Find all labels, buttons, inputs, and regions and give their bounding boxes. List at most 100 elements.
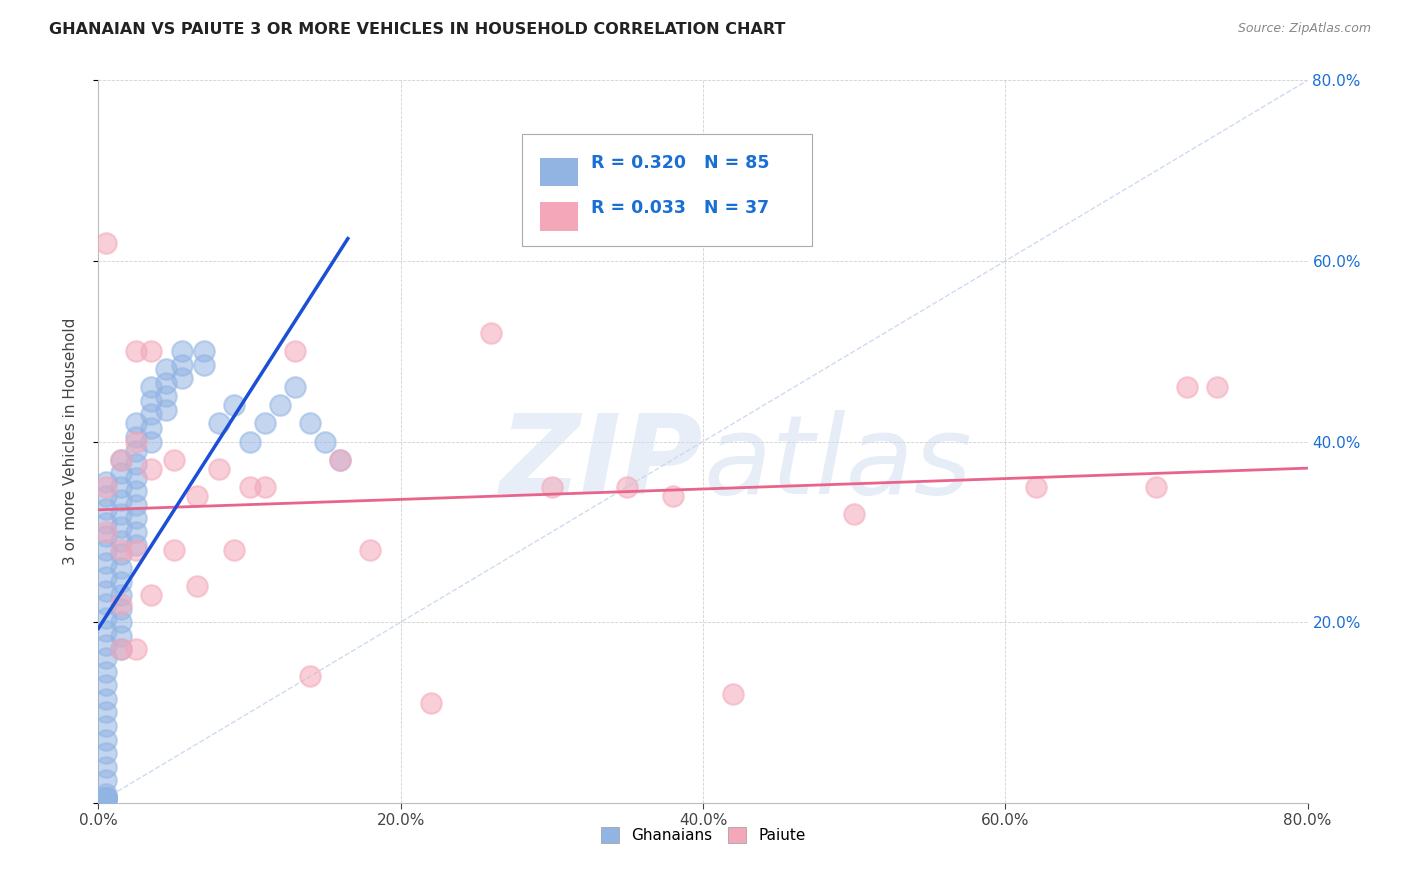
Point	[125, 457, 148, 471]
Text: R = 0.320   N = 85: R = 0.320 N = 85	[591, 154, 769, 172]
Point	[193, 344, 215, 359]
Point	[110, 548, 132, 562]
Point	[110, 452, 132, 467]
Point	[269, 398, 291, 412]
Point	[110, 629, 132, 643]
Point	[155, 389, 177, 403]
Point	[94, 692, 117, 706]
Point	[94, 791, 117, 805]
Point	[110, 542, 132, 557]
Point	[1175, 380, 1198, 394]
Text: atlas: atlas	[703, 409, 972, 516]
Point	[110, 615, 132, 630]
Point	[94, 791, 117, 805]
Point	[141, 421, 163, 435]
Point	[94, 791, 117, 805]
Point	[208, 417, 231, 431]
Point	[94, 791, 117, 805]
Point	[94, 597, 117, 611]
Point	[224, 398, 246, 412]
Point	[170, 344, 193, 359]
Point	[329, 452, 352, 467]
Point	[170, 371, 193, 385]
Point	[253, 417, 276, 431]
Point	[723, 687, 745, 701]
Point	[163, 542, 186, 557]
Point	[110, 588, 132, 602]
Point	[94, 570, 117, 584]
Point	[284, 380, 307, 394]
Point	[94, 475, 117, 490]
Point	[329, 452, 352, 467]
Point	[94, 665, 117, 679]
Point	[110, 520, 132, 534]
Point	[141, 380, 163, 394]
Point	[186, 579, 208, 593]
Point	[420, 697, 443, 711]
Point	[224, 542, 246, 557]
Point	[94, 624, 117, 639]
Point	[94, 787, 117, 801]
Point	[94, 638, 117, 652]
Point	[481, 326, 503, 340]
Point	[125, 511, 148, 525]
FancyBboxPatch shape	[540, 202, 578, 231]
Point	[94, 719, 117, 733]
Text: GHANAIAN VS PAIUTE 3 OR MORE VEHICLES IN HOUSEHOLD CORRELATION CHART: GHANAIAN VS PAIUTE 3 OR MORE VEHICLES IN…	[49, 22, 786, 37]
Point	[360, 542, 382, 557]
Point	[125, 524, 148, 539]
Point	[110, 601, 132, 615]
Point	[125, 538, 148, 552]
Point	[299, 669, 322, 683]
Point	[193, 358, 215, 372]
Point	[1144, 480, 1167, 494]
Point	[94, 732, 117, 747]
Point	[1024, 480, 1046, 494]
Point	[125, 434, 148, 449]
Point	[125, 443, 148, 458]
Point	[141, 434, 163, 449]
Point	[94, 678, 117, 692]
Point	[844, 507, 866, 521]
Point	[94, 583, 117, 598]
Point	[110, 507, 132, 521]
Point	[110, 466, 132, 480]
Point	[141, 344, 163, 359]
Point	[170, 358, 193, 372]
Point	[1206, 380, 1229, 394]
Point	[94, 502, 117, 516]
Point	[284, 344, 307, 359]
Point	[94, 651, 117, 665]
Point	[125, 430, 148, 444]
Point	[155, 376, 177, 390]
Point	[125, 344, 148, 359]
Point	[94, 235, 117, 250]
Point	[299, 417, 322, 431]
Point	[110, 642, 132, 657]
Point	[94, 557, 117, 571]
Point	[186, 489, 208, 503]
Point	[94, 791, 117, 805]
FancyBboxPatch shape	[540, 158, 578, 186]
Point	[239, 434, 262, 449]
Point	[94, 773, 117, 788]
Point	[125, 498, 148, 512]
Point	[125, 484, 148, 499]
Legend: Ghanaians, Paiute: Ghanaians, Paiute	[595, 822, 811, 849]
Point	[110, 452, 132, 467]
Point	[125, 471, 148, 485]
Text: Source: ZipAtlas.com: Source: ZipAtlas.com	[1237, 22, 1371, 36]
Point	[94, 542, 117, 557]
Point	[110, 493, 132, 508]
Point	[141, 408, 163, 422]
Text: R = 0.033   N = 37: R = 0.033 N = 37	[591, 199, 769, 217]
Point	[94, 610, 117, 624]
Point	[125, 542, 148, 557]
Point	[110, 597, 132, 611]
Point	[163, 452, 186, 467]
Point	[661, 489, 683, 503]
Point	[110, 642, 132, 657]
Point	[141, 588, 163, 602]
Point	[540, 480, 562, 494]
FancyBboxPatch shape	[522, 135, 811, 246]
